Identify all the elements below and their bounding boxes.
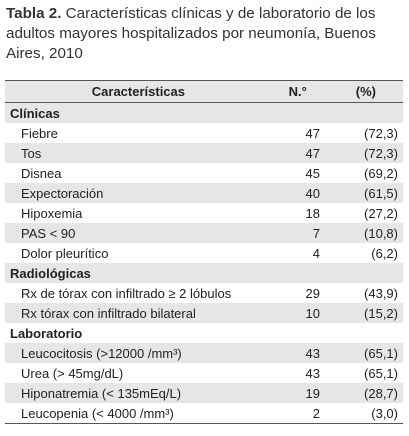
row-label: Expectoración — [21, 185, 104, 201]
count-cell: 40 — [305, 185, 320, 201]
table-row: Disnea 45 (69,2) — [5, 163, 403, 183]
count-cell: 43 — [305, 365, 320, 381]
section-name: Laboratorio — [10, 325, 83, 341]
count-cell: 4 — [312, 245, 320, 261]
row-label: Fiebre — [21, 125, 58, 141]
percent-cell: (61,5) — [364, 185, 398, 201]
percent-cell: (27,2) — [364, 205, 398, 221]
table-row: PAS < 90 7 (10,8) — [5, 223, 403, 243]
section-row: Clínicas — [5, 103, 403, 123]
percent-cell: (72,3) — [364, 145, 398, 161]
header-cell: Características — [91, 84, 185, 99]
row-label: Hiponatremia (< 135mEq/L) — [21, 385, 182, 401]
section-row: Laboratorio — [5, 323, 403, 343]
percent-cell: (65,1) — [364, 345, 398, 361]
count-cell: 10 — [305, 305, 320, 321]
percent-cell: (15,2) — [364, 305, 398, 321]
percent-cell: (10,8) — [364, 225, 398, 241]
percent-cell: (72,3) — [364, 125, 398, 141]
percent-cell: (65,1) — [364, 365, 398, 381]
header-cell: N.° — [288, 84, 307, 99]
count-cell: 2 — [312, 405, 320, 421]
row-label: Leucopenia (< 4000 /mm³) — [21, 405, 174, 421]
table-row: Tos 47 (72,3) — [5, 143, 403, 163]
table-row: Dolor pleurítico 4 (6,2) — [5, 243, 403, 263]
count-cell: 19 — [305, 385, 320, 401]
percent-cell: (6,2) — [371, 245, 398, 261]
header-cell: (%) — [355, 84, 376, 99]
row-label: Hipoxemia — [21, 205, 83, 221]
row-label: Rx de tórax con infiltrado ≥ 2 lóbulos — [21, 285, 232, 301]
table-row: Expectoración 40 (61,5) — [5, 183, 403, 203]
table-caption: Tabla 2. Características clínicas y de l… — [6, 4, 404, 64]
section-name: Radiológicas — [10, 265, 91, 281]
section-name: Clínicas — [10, 105, 60, 121]
percent-cell: (28,7) — [364, 385, 398, 401]
row-label: Disnea — [21, 165, 62, 181]
row-label: Rx tórax con infiltrado bilateral — [21, 305, 196, 321]
count-cell: 47 — [305, 125, 320, 141]
count-cell: 47 — [305, 145, 320, 161]
count-cell: 18 — [305, 205, 320, 221]
table-row: Leucocitosis (>12000 /mm³) 43 (65,1) — [5, 343, 403, 363]
row-label: Urea (> 45mg/dL) — [21, 365, 124, 381]
row-label: Dolor pleurítico — [21, 245, 109, 261]
table-row: Rx de tórax con infiltrado ≥ 2 lóbulos 29… — [5, 283, 403, 303]
count-cell: 29 — [305, 285, 320, 301]
percent-cell: (69,2) — [364, 165, 398, 181]
table-row: Fiebre 47 (72,3) — [5, 123, 403, 143]
row-label: PAS < 90 — [21, 225, 76, 241]
percent-cell: (3,0) — [371, 405, 398, 421]
header-row: Características N.° (%) — [5, 81, 403, 103]
row-label: Leucocitosis (>12000 /mm³) — [21, 345, 182, 361]
table-row: Leucopenia (< 4000 /mm³) 2 (3,0) — [5, 403, 403, 423]
count-cell: 45 — [305, 165, 320, 181]
table-row: Hiponatremia (< 135mEq/L) 19 (28,7) — [5, 383, 403, 403]
section-row: Radiológicas — [5, 263, 403, 283]
caption-label: Tabla 2. — [6, 5, 62, 22]
count-cell: 7 — [312, 225, 320, 241]
table-row: Urea (> 45mg/dL) 43 (65,1) — [5, 363, 403, 383]
table: Características N.° (%) Clínicas Fiebre 47 (72… — [5, 80, 403, 424]
caption-text: Características clínicas y de laboratori… — [6, 5, 376, 62]
table-row: Hipoxemia 18 (27,2) — [5, 203, 403, 223]
percent-cell: (43,9) — [364, 285, 398, 301]
table-row: Rx tórax con infiltrado bilateral 10 (15,2… — [5, 303, 403, 323]
count-cell: 43 — [305, 345, 320, 361]
row-label: Tos — [21, 145, 42, 161]
